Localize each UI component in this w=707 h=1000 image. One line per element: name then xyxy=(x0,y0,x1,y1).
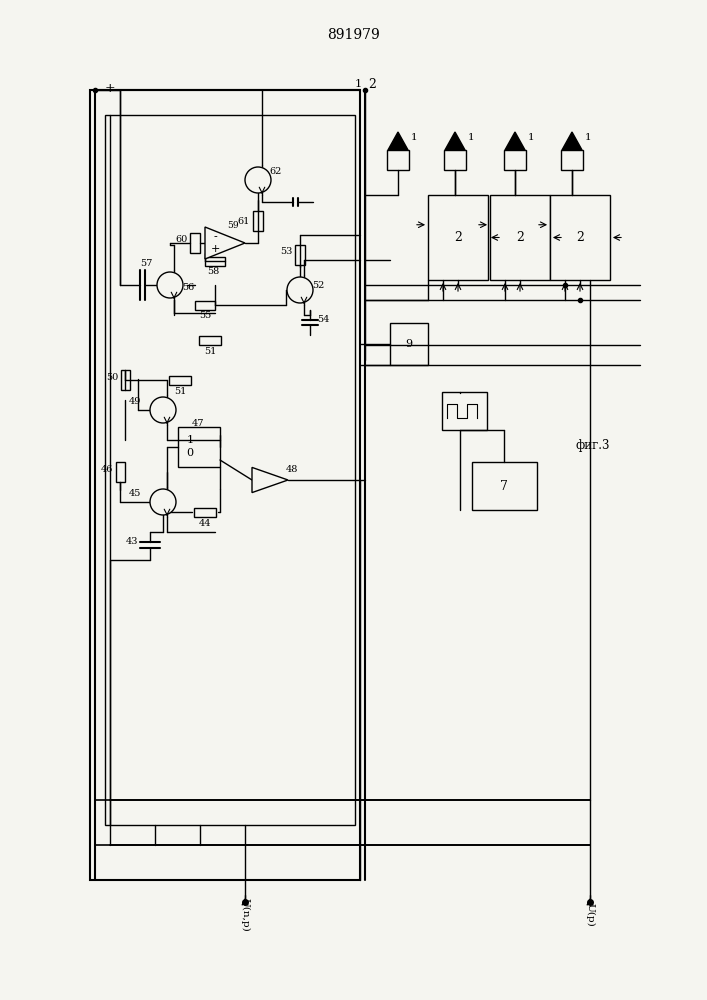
Polygon shape xyxy=(252,467,288,493)
Text: 62: 62 xyxy=(270,167,282,176)
Text: 891979: 891979 xyxy=(327,28,380,42)
Text: 2: 2 xyxy=(368,78,376,91)
Bar xyxy=(120,370,129,390)
Bar xyxy=(550,195,610,280)
Polygon shape xyxy=(205,227,245,259)
Text: 0: 0 xyxy=(187,448,194,458)
Text: 7: 7 xyxy=(500,480,508,492)
Text: 49: 49 xyxy=(129,397,141,406)
Text: 55: 55 xyxy=(199,310,211,320)
Circle shape xyxy=(150,397,176,423)
Text: 2: 2 xyxy=(516,231,524,244)
Text: 9: 9 xyxy=(405,339,413,349)
Bar xyxy=(295,245,305,265)
Text: 43: 43 xyxy=(126,538,139,546)
Bar xyxy=(442,392,487,430)
Bar xyxy=(387,150,409,170)
Text: 56: 56 xyxy=(182,282,194,292)
Text: 52: 52 xyxy=(312,280,325,290)
Polygon shape xyxy=(388,132,408,150)
Text: 57: 57 xyxy=(140,258,152,267)
Circle shape xyxy=(157,272,183,298)
Circle shape xyxy=(287,277,313,303)
Text: 2: 2 xyxy=(576,231,584,244)
Text: 58: 58 xyxy=(207,266,219,275)
Bar xyxy=(444,150,466,170)
Bar xyxy=(115,462,124,482)
Bar xyxy=(169,375,191,384)
Bar xyxy=(178,427,220,467)
Text: +: + xyxy=(210,244,220,254)
Bar xyxy=(90,90,360,880)
Text: 44: 44 xyxy=(199,520,211,528)
Text: 61: 61 xyxy=(238,217,250,226)
Text: 45: 45 xyxy=(129,489,141,498)
Text: 53: 53 xyxy=(280,247,292,256)
Text: 2: 2 xyxy=(454,231,462,244)
Text: 47: 47 xyxy=(192,418,204,428)
Circle shape xyxy=(245,167,271,193)
Text: 1: 1 xyxy=(468,133,474,142)
Text: 46: 46 xyxy=(101,466,113,475)
Text: U(n,p): U(n,p) xyxy=(240,898,250,932)
Text: 1: 1 xyxy=(585,133,591,142)
Polygon shape xyxy=(505,132,525,150)
Bar xyxy=(390,323,428,365)
Bar xyxy=(194,508,216,516)
Bar xyxy=(504,150,526,170)
Text: 59: 59 xyxy=(227,221,239,230)
Bar xyxy=(253,211,263,231)
Bar xyxy=(472,462,537,510)
Text: 51: 51 xyxy=(204,348,216,357)
Text: фиг.3: фиг.3 xyxy=(575,438,609,452)
Text: 60: 60 xyxy=(175,234,187,243)
Text: U(p): U(p) xyxy=(585,903,595,927)
Bar xyxy=(195,300,215,310)
Text: 1: 1 xyxy=(411,133,417,142)
Text: +: + xyxy=(105,82,115,95)
Bar xyxy=(105,115,355,825)
Text: 48: 48 xyxy=(286,466,298,475)
Polygon shape xyxy=(445,132,465,150)
Bar xyxy=(205,256,225,265)
Bar xyxy=(199,336,221,344)
Text: -: - xyxy=(213,232,217,242)
Text: 1: 1 xyxy=(187,435,194,445)
Text: 51: 51 xyxy=(174,387,186,396)
Text: 1: 1 xyxy=(527,133,534,142)
Bar xyxy=(428,195,488,280)
Text: 1: 1 xyxy=(354,79,361,89)
Polygon shape xyxy=(562,132,582,150)
Text: 54: 54 xyxy=(317,316,329,324)
Bar xyxy=(490,195,550,280)
Circle shape xyxy=(150,489,176,515)
Bar xyxy=(561,150,583,170)
Text: 50: 50 xyxy=(106,373,118,382)
Bar xyxy=(190,233,200,253)
